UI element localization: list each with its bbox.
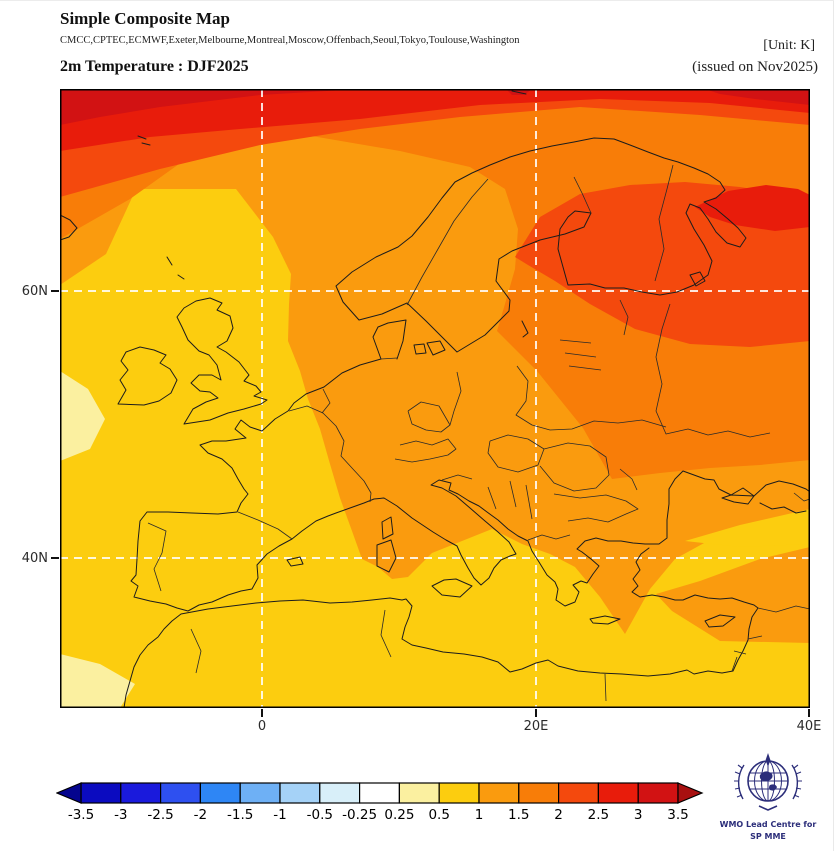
wmo-emblem [734, 753, 802, 811]
colorbar-labels: -3.5 -3 -2.5 -2 -1.5 -1 -0.5 -0.25 0.25 0.5 1 1.5 2 2… [56, 807, 716, 827]
variable-title: 2m Temperature : DJF2025 [60, 58, 249, 75]
country-borders [147, 164, 811, 702]
colorbar-tick-label: -2 [193, 807, 208, 823]
model-list: CMCC,CPTEC,ECMWF,Exeter,Melbourne,Montre… [60, 35, 520, 46]
wmo-logo-line1: WMO Lead Centre for [720, 820, 817, 829]
coastlines [59, 90, 811, 709]
colorbar-arrow-left [56, 782, 82, 804]
unit-label: [Unit: K] [763, 38, 815, 53]
map-canvas [59, 89, 811, 709]
colorbar-tick-label: -0.5 [306, 807, 333, 823]
colorbar-tick-label: 2.5 [587, 807, 610, 823]
lat-label-60n: 60N [21, 284, 48, 299]
colorbar-segment [319, 782, 361, 804]
lon-tick-0 [261, 709, 263, 717]
wmo-logo-line2: SP MME [750, 832, 786, 841]
colorbar-tick-label: -0.25 [342, 807, 378, 823]
band-0p25-0p5 [60, 654, 135, 708]
colorbar-tick-label: -2.5 [147, 807, 174, 823]
colorbar-segment [120, 782, 162, 804]
band-1-1p5-levant [656, 547, 810, 643]
colorbar-segment [637, 782, 679, 804]
colorbar-segment [199, 782, 241, 804]
colorbar-tick-label: -1.5 [227, 807, 254, 823]
colorbar-tick-label: 0.25 [384, 807, 415, 823]
colorbar-segment [80, 782, 122, 804]
lat-tick-40n [51, 557, 59, 559]
colorbar-segment [398, 782, 440, 804]
colorbar-tick-label: 0.5 [428, 807, 450, 823]
colorbar-tick-label: -1 [273, 807, 287, 823]
lon-label-40e: 40E [796, 719, 822, 734]
band-2p5-3-arctic [60, 89, 810, 151]
page-title: Simple Composite Map [60, 9, 230, 28]
colorbar-segment [438, 782, 480, 804]
colorbar-tick-label: 2 [554, 807, 563, 823]
band-3-3p5-ne [705, 89, 810, 105]
band-2p5-3-lens [695, 185, 810, 231]
lat-tick-60n [51, 290, 59, 292]
colorbar-segments [56, 782, 704, 804]
colorbar-tick-label: -3 [114, 807, 128, 823]
colorbar-segment [159, 782, 201, 804]
colorbar-segment [558, 782, 600, 804]
band-0p5-1-anatolia [685, 509, 810, 547]
wmo-logo: WMO Lead Centre for SP MME [720, 753, 817, 841]
colorbar-tick-label: 3.5 [667, 807, 689, 823]
band-0p25-0p5 [60, 371, 105, 461]
lon-tick-40e [808, 709, 810, 717]
colorbar [56, 782, 704, 804]
issued-label: (issued on Nov2025) [692, 59, 818, 75]
colorbar-segment [597, 782, 639, 804]
band-3-3p5-nw [60, 89, 360, 125]
lon-tick-20e [535, 709, 537, 717]
colorbar-tick-label: 1.5 [508, 807, 530, 823]
lon-label-20e: 20E [523, 719, 549, 734]
colorbar-segment [279, 782, 321, 804]
colorbar-segment [518, 782, 560, 804]
map-frame [60, 89, 810, 708]
colorbar-tick-label: 3 [633, 807, 643, 823]
colorbar-segment [359, 782, 401, 804]
colorbar-segment [239, 782, 281, 804]
lat-label-40n: 40N [21, 551, 48, 566]
colorbar-arrow-right [677, 782, 704, 804]
contour-fills [60, 89, 810, 708]
colorbar-segment [478, 782, 520, 804]
temperature-anomaly-map [59, 89, 811, 709]
colorbar-tick-label: 1 [474, 807, 484, 823]
lon-label-0: 0 [257, 719, 267, 734]
colorbar-tick-label: -3.5 [67, 807, 95, 823]
